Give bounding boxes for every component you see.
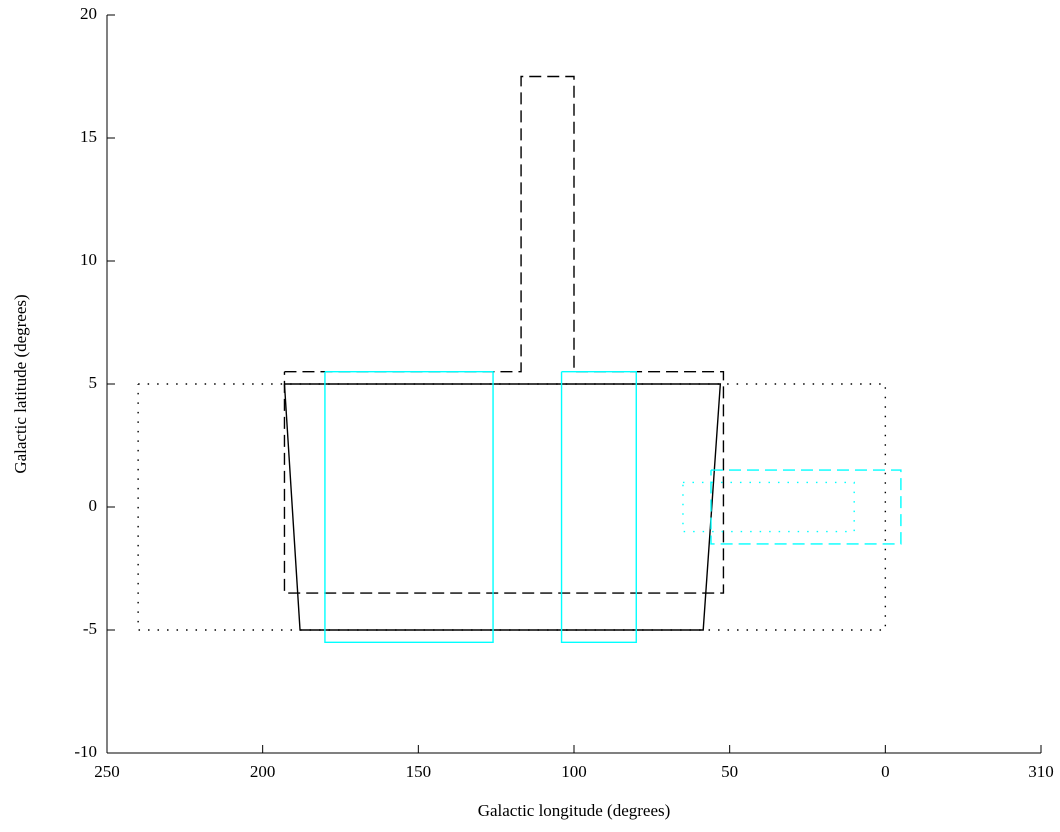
y-tick-label: 0 [89,496,98,515]
y-tick-label: 15 [80,127,97,146]
y-tick-label: -10 [74,742,97,761]
footprint-outline [283,383,722,631]
x-tick-label: 250 [94,762,120,781]
x-tick-label: 150 [406,762,432,781]
x-axis-label: Galactic longitude (degrees) [478,801,671,820]
footprint-outline [682,481,855,533]
footprint-outline [324,371,494,643]
footprint-outline [560,371,637,643]
x-tick-label: 50 [721,762,738,781]
x-tick-label: 0 [881,762,890,781]
x-tick-label: 310 [1028,762,1054,781]
footprint-outline [710,469,902,545]
y-tick-label: 5 [89,373,98,392]
x-tick-label: 200 [250,762,276,781]
x-tick-label: 100 [561,762,587,781]
y-tick-label: -5 [83,619,97,638]
y-tick-label: 10 [80,250,97,269]
footprint-outline [283,75,725,594]
y-tick-label: 20 [80,4,97,23]
y-axis-label: Galactic latitude (degrees) [11,294,30,473]
